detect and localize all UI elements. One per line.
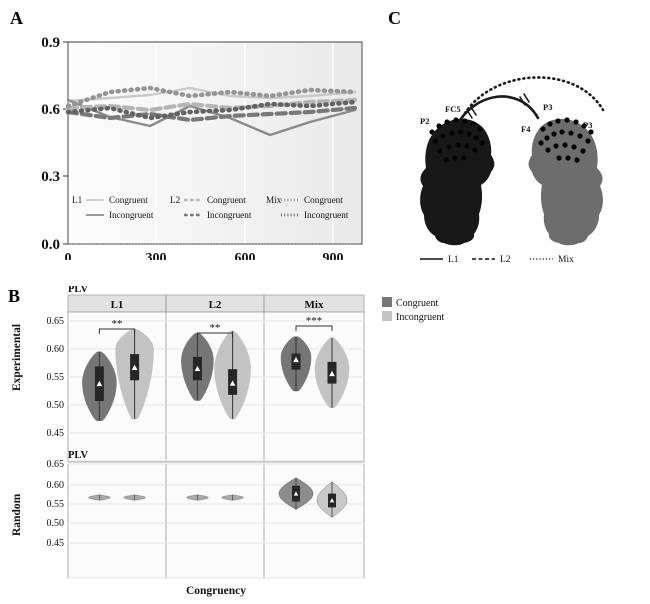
svg-text:0.3: 0.3 (41, 169, 60, 185)
svg-text:Experimental: Experimental (11, 324, 23, 391)
svg-text:Congruent: Congruent (109, 195, 148, 205)
svg-text:0.50: 0.50 (47, 518, 65, 529)
svg-text:P3: P3 (583, 120, 592, 130)
svg-text:P2: P2 (420, 116, 429, 126)
svg-text:Mix: Mix (266, 195, 282, 205)
svg-text:PLV: PLV (68, 286, 88, 295)
svg-text:Incongruent: Incongruent (304, 210, 349, 220)
svg-text:0.60: 0.60 (47, 344, 65, 355)
svg-text:600: 600 (235, 251, 256, 260)
svg-text:L2: L2 (170, 195, 181, 205)
svg-text:L2: L2 (500, 255, 511, 265)
svg-text:Congruency: Congruency (186, 585, 246, 597)
svg-text:Mix: Mix (305, 299, 324, 311)
svg-text:300: 300 (146, 251, 167, 260)
svg-text:FC5: FC5 (445, 104, 461, 114)
svg-text:Congruent: Congruent (207, 195, 246, 205)
svg-text:0.65: 0.65 (47, 459, 65, 470)
svg-text:F4: F4 (521, 124, 531, 134)
svg-text:***: *** (306, 315, 323, 327)
svg-text:Incongruent: Incongruent (207, 210, 252, 220)
svg-text:L1: L1 (448, 255, 459, 265)
svg-text:900: 900 (323, 251, 344, 260)
svg-text:**: ** (210, 322, 221, 334)
svg-text:L1: L1 (72, 195, 83, 205)
svg-text:0.45: 0.45 (47, 428, 65, 439)
svg-text:PLV: PLV (68, 450, 88, 461)
svg-text:P2: P2 (460, 120, 469, 130)
svg-text:Incongruent: Incongruent (396, 312, 445, 323)
svg-text:Mix: Mix (558, 255, 574, 265)
svg-text:Congruent: Congruent (396, 298, 438, 309)
svg-text:0.45: 0.45 (47, 538, 65, 549)
svg-text:L1: L1 (111, 299, 124, 311)
svg-text:0.9: 0.9 (41, 35, 60, 51)
svg-text:**: ** (112, 318, 123, 330)
svg-text:0: 0 (65, 251, 72, 260)
svg-text:0.55: 0.55 (47, 372, 65, 383)
svg-text:P3: P3 (543, 102, 552, 112)
svg-text:0.55: 0.55 (47, 499, 65, 510)
svg-text:0.50: 0.50 (47, 400, 65, 411)
svg-text:Incongruent: Incongruent (109, 210, 154, 220)
svg-text:Random: Random (11, 493, 23, 536)
svg-text:0.6: 0.6 (41, 102, 60, 118)
svg-text:0.60: 0.60 (47, 480, 65, 491)
svg-text:0.65: 0.65 (47, 316, 65, 327)
svg-text:0.0: 0.0 (41, 237, 60, 253)
svg-text:L2: L2 (209, 299, 222, 311)
svg-text:Congruent: Congruent (304, 195, 343, 205)
